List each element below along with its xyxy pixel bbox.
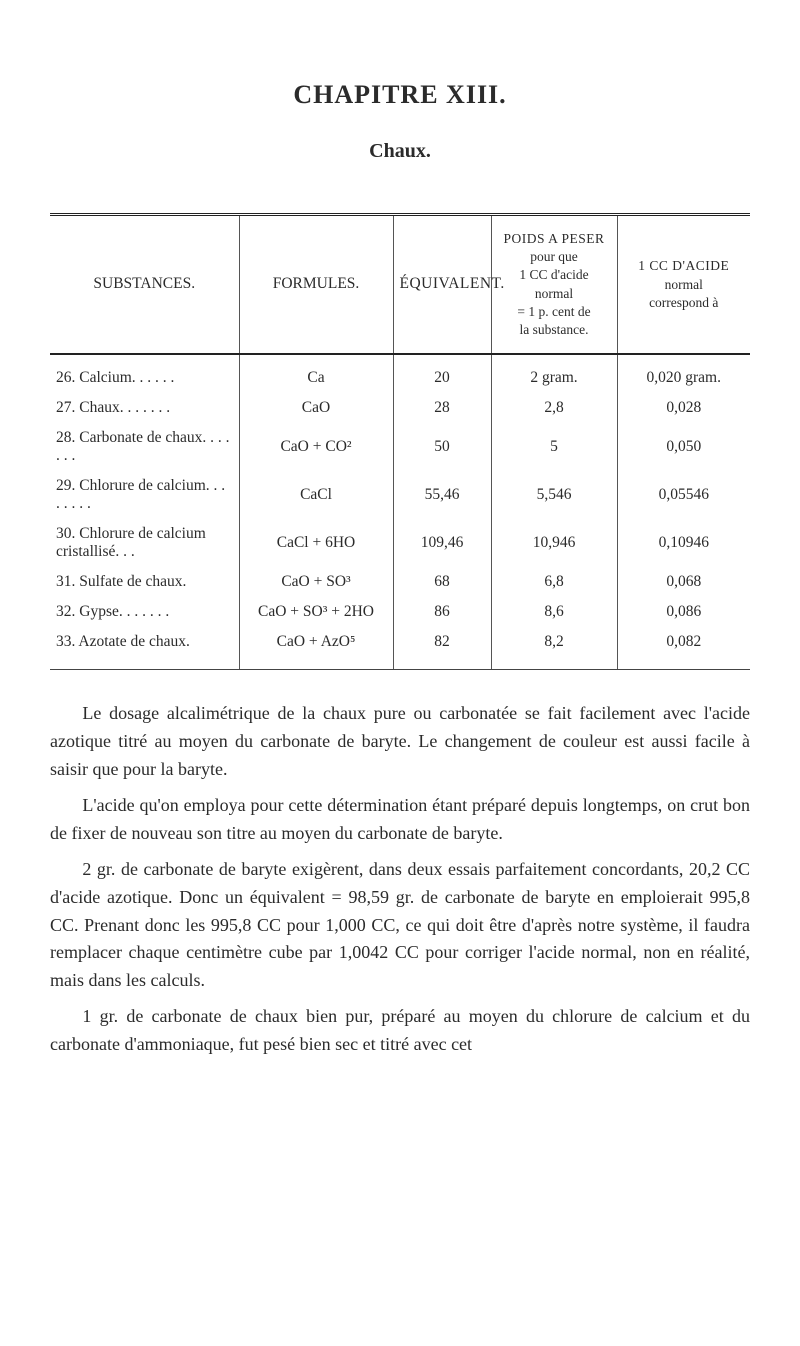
table-row: 28. Carbonate de chaux. . . . . . .CaO +… [50,423,750,471]
equivalents-table: SUBSTANCES. FORMULES. ÉQUIVALENT. POIDS … [50,213,750,670]
paragraph-1: Le dosage alcalimétrique de la chaux pur… [50,700,750,784]
table-body: 26. Calcium. . . . . .Ca202 gram.0,020 g… [50,354,750,670]
cell-equivalent: 50 [393,423,491,471]
cell-substance: 27. Chaux. . . . . . . [50,393,239,423]
table-row: 30. Chlorure de calcium cristallisé. . .… [50,519,750,567]
cell-correspond: 0,082 [617,627,750,670]
cell-equivalent: 109,46 [393,519,491,567]
cell-formule: CaO + SO³ + 2HO [239,597,393,627]
col-correspond: 1 CC D'ACIDE normal correspond à [617,215,750,355]
cell-substance: 26. Calcium. . . . . . [50,354,239,393]
cell-poids: 2 gram. [491,354,617,393]
cell-formule: CaO + CO² [239,423,393,471]
page-root: CHAPITRE XIII. Chaux. SUBSTANCES. FORMUL… [50,80,750,1059]
cell-substance: 31. Sulfate de chaux. [50,567,239,597]
chapter-title: CHAPITRE XIII. [50,80,750,110]
table-row: 26. Calcium. . . . . .Ca202 gram.0,020 g… [50,354,750,393]
cell-poids: 5 [491,423,617,471]
table-row: 27. Chaux. . . . . . .CaO282,80,028 [50,393,750,423]
paragraph-2: L'acide qu'on employa pour cette détermi… [50,792,750,848]
col-formules: FORMULES. [239,215,393,355]
cell-formule: Ca [239,354,393,393]
cell-correspond: 0,050 [617,423,750,471]
cell-poids: 5,546 [491,471,617,519]
cell-correspond: 0,10946 [617,519,750,567]
cell-formule: CaO + AzO⁵ [239,627,393,670]
header-label: SUBSTANCES. [93,275,195,292]
cell-correspond: 0,068 [617,567,750,597]
cell-equivalent: 82 [393,627,491,670]
header-line: POIDS A PESER [498,230,611,248]
table-row: 29. Chlorure de calcium. . . . . . . .Ca… [50,471,750,519]
header-line: correspond à [624,294,745,312]
cell-substance: 29. Chlorure de calcium. . . . . . . . [50,471,239,519]
cell-poids: 8,2 [491,627,617,670]
cell-poids: 2,8 [491,393,617,423]
col-equivalent: ÉQUIVALENT. [393,215,491,355]
cell-poids: 10,946 [491,519,617,567]
cell-substance: 33. Azotate de chaux. [50,627,239,670]
paragraph-4: 1 gr. de carbonate de chaux bien pur, pr… [50,1003,750,1059]
chapter-subtitle: Chaux. [50,140,750,163]
paragraph-3: 2 gr. de carbonate de baryte exigèrent, … [50,856,750,995]
header-line: normal [624,276,745,294]
header-label: FORMULES. [273,275,360,292]
header-line: la substance. [498,321,611,339]
cell-formule: CaO [239,393,393,423]
table-row: 32. Gypse. . . . . . .CaO + SO³ + 2HO868… [50,597,750,627]
cell-formule: CaCl + 6HO [239,519,393,567]
header-line: normal [498,285,611,303]
cell-correspond: 0,020 gram. [617,354,750,393]
cell-substance: 30. Chlorure de calcium cristallisé. . . [50,519,239,567]
cell-substance: 32. Gypse. . . . . . . [50,597,239,627]
cell-equivalent: 86 [393,597,491,627]
cell-correspond: 0,086 [617,597,750,627]
table-header-row: SUBSTANCES. FORMULES. ÉQUIVALENT. POIDS … [50,215,750,355]
cell-equivalent: 68 [393,567,491,597]
cell-equivalent: 28 [393,393,491,423]
header-line: 1 CC d'acide [498,266,611,284]
header-line: = 1 p. cent de [498,303,611,321]
table-row: 33. Azotate de chaux.CaO + AzO⁵828,20,08… [50,627,750,670]
col-poids: POIDS A PESER pour que 1 CC d'acide norm… [491,215,617,355]
header-line: pour que [498,248,611,266]
cell-substance: 28. Carbonate de chaux. . . . . . . [50,423,239,471]
cell-formule: CaO + SO³ [239,567,393,597]
cell-correspond: 0,05546 [617,471,750,519]
cell-poids: 8,6 [491,597,617,627]
header-label: ÉQUIVALENT. [400,275,505,292]
cell-correspond: 0,028 [617,393,750,423]
cell-equivalent: 55,46 [393,471,491,519]
header-line: 1 CC D'ACIDE [624,257,745,275]
cell-poids: 6,8 [491,567,617,597]
table-row: 31. Sulfate de chaux.CaO + SO³686,80,068 [50,567,750,597]
body-text: Le dosage alcalimétrique de la chaux pur… [50,700,750,1059]
cell-equivalent: 20 [393,354,491,393]
cell-formule: CaCl [239,471,393,519]
col-substances: SUBSTANCES. [50,215,239,355]
